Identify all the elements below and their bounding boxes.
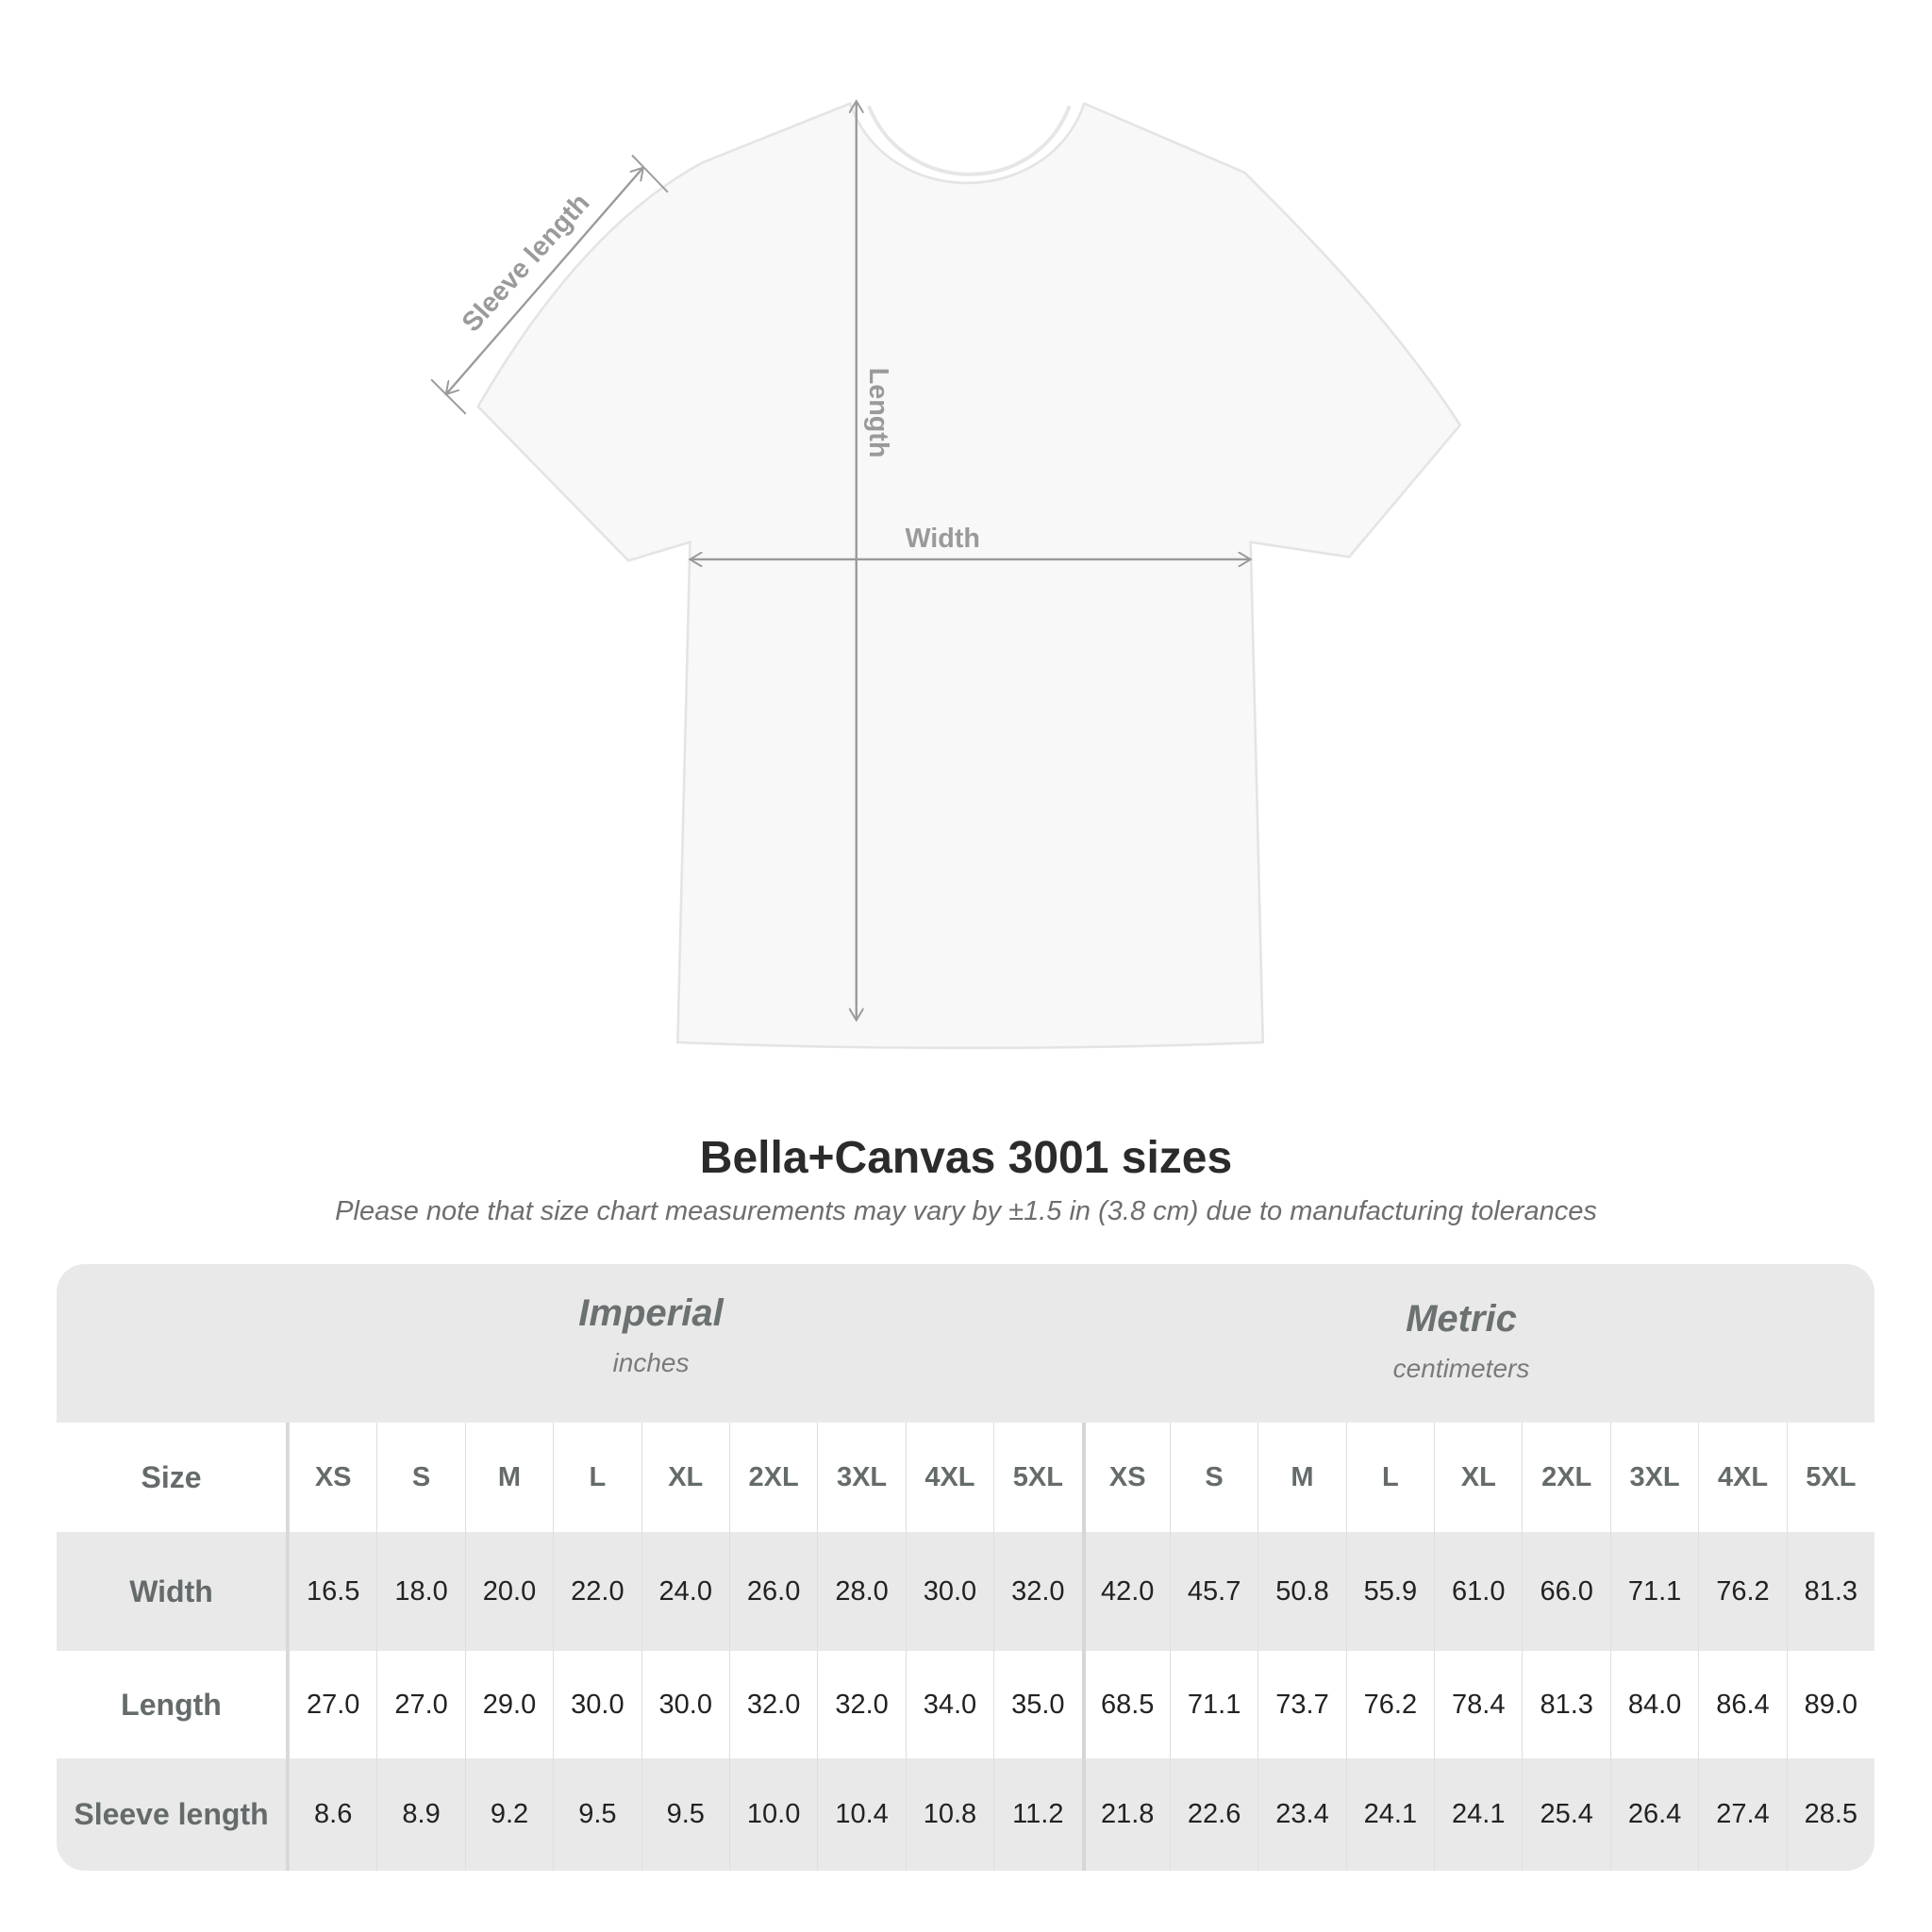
imperial-size-header: 4XL	[905, 1423, 993, 1532]
imperial-value-cell: 30.0	[641, 1651, 729, 1758]
metric-value-cell: 21.8	[1081, 1758, 1170, 1871]
metric-value-cell: 81.3	[1786, 1532, 1874, 1651]
metric-value-cell: 26.4	[1609, 1758, 1698, 1871]
imperial-value-cell: 9.2	[464, 1758, 553, 1871]
metric-size-header: XS	[1081, 1423, 1170, 1532]
metric-title: Metric	[1406, 1298, 1517, 1340]
page-title: Bella+Canvas 3001 sizes	[699, 1133, 1233, 1183]
imperial-value-cell: 22.0	[553, 1532, 641, 1651]
sleeve-line	[446, 168, 643, 394]
imperial-value-cell: 8.6	[289, 1758, 376, 1871]
imperial-value-cell: 34.0	[905, 1651, 993, 1758]
imperial-size-header: 5XL	[993, 1423, 1081, 1532]
metric-value-cell: 45.7	[1169, 1532, 1257, 1651]
metric-value-cell: 84.0	[1609, 1651, 1698, 1758]
metric-value-cell: 55.9	[1345, 1532, 1434, 1651]
metric-value-cell: 86.4	[1698, 1651, 1786, 1758]
imperial-value-cell: 27.0	[376, 1651, 464, 1758]
imperial-value-cell: 10.4	[817, 1758, 905, 1871]
imperial-value-cell: 29.0	[464, 1651, 553, 1758]
row-label: Length	[57, 1651, 289, 1758]
imperial-size-header: S	[376, 1423, 464, 1532]
imperial-value-cell: 11.2	[993, 1758, 1081, 1871]
length-label: Length	[863, 368, 893, 458]
imperial-value-cell: 26.0	[728, 1532, 817, 1651]
imperial-value-cell: 32.0	[817, 1651, 905, 1758]
imperial-value-cell: 8.9	[376, 1758, 464, 1871]
imperial-size-header: XL	[641, 1423, 729, 1532]
size-header-row: Size XS S M L XL 2XL 3XL 4XL 5XL XS S M L XL 2XL 3XL 4XL 5…	[57, 1423, 1874, 1532]
imperial-value-cell: 10.8	[905, 1758, 993, 1871]
imperial-size-header: M	[464, 1423, 553, 1532]
metric-value-cell: 24.1	[1434, 1758, 1522, 1871]
metric-value-cell: 76.2	[1345, 1651, 1434, 1758]
metric-value-cell: 78.4	[1434, 1651, 1522, 1758]
imperial-value-cell: 30.0	[905, 1532, 993, 1651]
metric-value-cell: 27.4	[1698, 1758, 1786, 1871]
imperial-value-cell: 27.0	[289, 1651, 376, 1758]
imperial-value-cell: 32.0	[993, 1532, 1081, 1651]
table-row: Sleeve length 8.6 8.9 9.2 9.5 9.5 10.0 10.4 10.8…	[57, 1758, 1874, 1871]
metric-size-header: 3XL	[1609, 1423, 1698, 1532]
imperial-value-cell: 35.0	[993, 1651, 1081, 1758]
size-table: Imperial inches Metric centimeters Size X…	[57, 1264, 1874, 1871]
metric-value-cell: 24.1	[1345, 1758, 1434, 1871]
metric-size-header: XL	[1434, 1423, 1522, 1532]
tshirt-shape	[476, 101, 1462, 1050]
metric-value-cell: 61.0	[1434, 1532, 1522, 1651]
metric-value-cell: 71.1	[1169, 1651, 1257, 1758]
metric-value-cell: 68.5	[1081, 1651, 1170, 1758]
imperial-value-cell: 28.0	[817, 1532, 905, 1651]
width-label: Width	[905, 524, 979, 554]
metric-size-header: 2XL	[1522, 1423, 1609, 1532]
metric-value-cell: 28.5	[1786, 1758, 1874, 1871]
imperial-value-cell: 10.0	[728, 1758, 817, 1871]
metric-value-cell: 66.0	[1522, 1532, 1609, 1651]
imperial-header: Imperial inches	[368, 1292, 934, 1378]
metric-value-cell: 89.0	[1786, 1651, 1874, 1758]
imperial-title: Imperial	[578, 1292, 724, 1334]
metric-value-cell: 73.7	[1257, 1651, 1345, 1758]
imperial-size-header: 3XL	[817, 1423, 905, 1532]
metric-size-header: S	[1169, 1423, 1257, 1532]
metric-unit: centimeters	[1392, 1354, 1530, 1383]
metric-value-cell: 42.0	[1081, 1532, 1170, 1651]
imperial-value-cell: 32.0	[728, 1651, 817, 1758]
metric-value-cell: 25.4	[1522, 1758, 1609, 1871]
imperial-value-cell: 9.5	[553, 1758, 641, 1871]
imperial-value-cell: 9.5	[641, 1758, 729, 1871]
imperial-size-header: L	[553, 1423, 641, 1532]
row-label: Width	[57, 1532, 289, 1651]
table-row: Width 16.5 18.0 20.0 22.0 24.0 26.0 28.0 30.0 32.…	[57, 1532, 1874, 1651]
imperial-value-cell: 20.0	[464, 1532, 553, 1651]
imperial-value-cell: 16.5	[289, 1532, 376, 1651]
metric-value-cell: 50.8	[1257, 1532, 1345, 1651]
metric-size-header: 5XL	[1786, 1423, 1874, 1532]
metric-size-header: L	[1345, 1423, 1434, 1532]
imperial-value-cell: 18.0	[376, 1532, 464, 1651]
imperial-unit: inches	[612, 1348, 690, 1377]
metric-value-cell: 81.3	[1522, 1651, 1609, 1758]
tolerance-note: Please note that size chart measurements…	[335, 1196, 1597, 1226]
imperial-value-cell: 24.0	[641, 1532, 729, 1651]
imperial-size-header: 2XL	[728, 1423, 817, 1532]
metric-size-header: 4XL	[1698, 1423, 1786, 1532]
metric-size-header: M	[1257, 1423, 1345, 1532]
unit-header: Imperial inches Metric centimeters	[57, 1264, 1874, 1423]
imperial-size-header: XS	[289, 1423, 376, 1532]
metric-header: Metric centimeters	[1178, 1298, 1744, 1384]
imperial-value-cell: 30.0	[553, 1651, 641, 1758]
row-label: Sleeve length	[57, 1758, 289, 1871]
row-label: Size	[57, 1423, 289, 1532]
metric-value-cell: 22.6	[1169, 1758, 1257, 1871]
metric-value-cell: 23.4	[1257, 1758, 1345, 1871]
metric-value-cell: 71.1	[1609, 1532, 1698, 1651]
table-row: Length 27.0 27.0 29.0 30.0 30.0 32.0 32.0 34.0 35…	[57, 1651, 1874, 1758]
metric-value-cell: 76.2	[1698, 1532, 1786, 1651]
